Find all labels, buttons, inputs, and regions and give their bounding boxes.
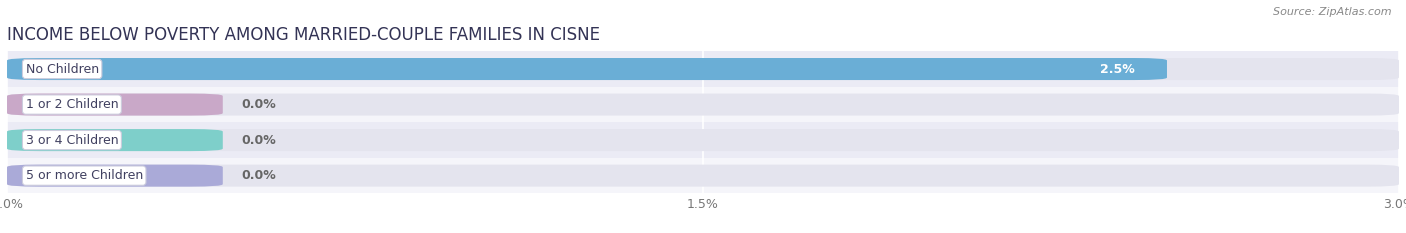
Text: No Children: No Children [25,62,98,75]
FancyBboxPatch shape [7,87,1399,122]
FancyBboxPatch shape [7,93,222,116]
FancyBboxPatch shape [7,122,1399,158]
FancyBboxPatch shape [7,129,1399,151]
FancyBboxPatch shape [7,158,1399,193]
FancyBboxPatch shape [7,164,222,187]
Text: 1 or 2 Children: 1 or 2 Children [25,98,118,111]
Text: 0.0%: 0.0% [242,169,276,182]
FancyBboxPatch shape [7,164,1399,187]
Text: INCOME BELOW POVERTY AMONG MARRIED-COUPLE FAMILIES IN CISNE: INCOME BELOW POVERTY AMONG MARRIED-COUPL… [7,26,600,44]
Text: 5 or more Children: 5 or more Children [25,169,143,182]
Text: Source: ZipAtlas.com: Source: ZipAtlas.com [1274,7,1392,17]
FancyBboxPatch shape [7,129,222,151]
Text: 0.0%: 0.0% [242,98,276,111]
FancyBboxPatch shape [7,58,1399,80]
Text: 3 or 4 Children: 3 or 4 Children [25,134,118,147]
FancyBboxPatch shape [7,51,1399,87]
FancyBboxPatch shape [7,93,1399,116]
FancyBboxPatch shape [7,58,1167,80]
Text: 2.5%: 2.5% [1099,62,1135,75]
Text: 0.0%: 0.0% [242,134,276,147]
